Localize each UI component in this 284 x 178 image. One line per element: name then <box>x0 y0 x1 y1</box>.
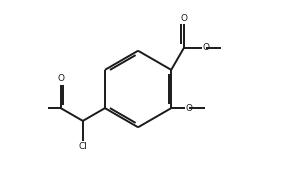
Text: O: O <box>57 74 64 83</box>
Text: O: O <box>186 104 193 113</box>
Text: O: O <box>202 43 209 52</box>
Text: O: O <box>180 14 187 23</box>
Text: Cl: Cl <box>78 142 87 151</box>
